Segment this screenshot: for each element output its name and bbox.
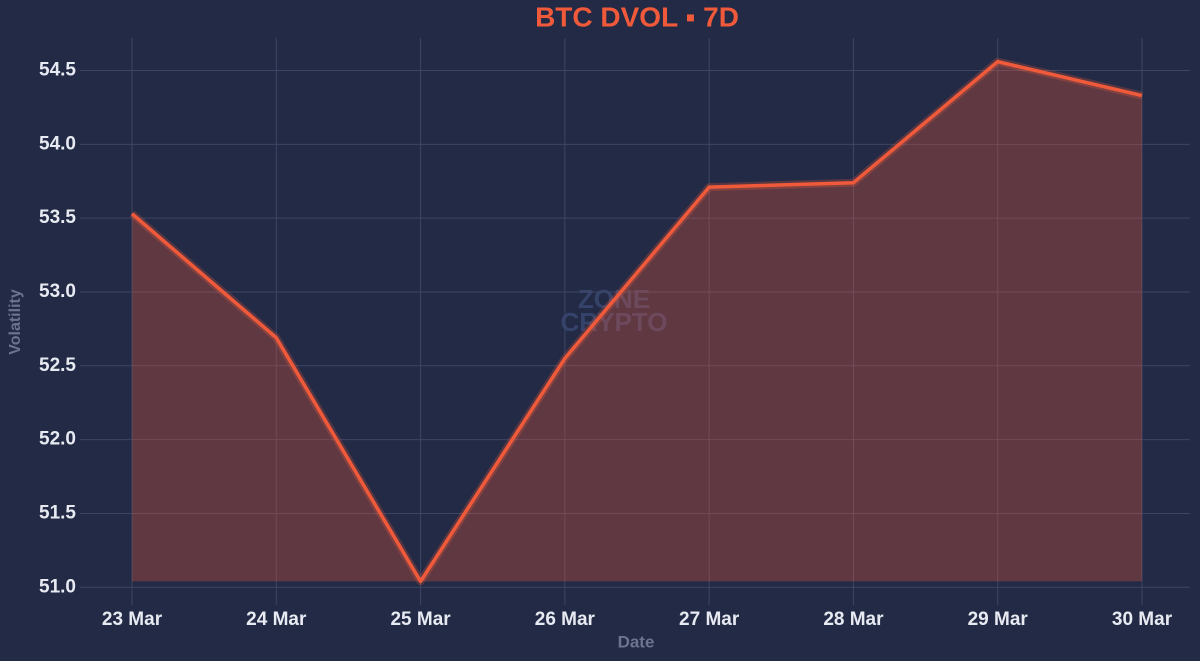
x-tick-label: 27 Mar — [679, 609, 740, 630]
y-axis-label: Volatility — [7, 289, 24, 355]
chart-title: BTC DVOL ▪ 7D — [535, 1, 739, 32]
y-tick-label: 54.5 — [39, 60, 76, 81]
y-tick-label: 51.0 — [39, 576, 76, 597]
y-tick-label: 53.5 — [39, 207, 76, 228]
x-tick-label: 26 Mar — [535, 609, 596, 630]
y-tick-label: 53.0 — [39, 281, 76, 302]
x-tick-label: 23 Mar — [102, 609, 163, 630]
y-tick-label: 52.0 — [39, 429, 76, 450]
x-axis-label: Date — [618, 632, 655, 651]
watermark: CRYPTO — [561, 307, 668, 337]
x-tick-label: 30 Mar — [1112, 609, 1173, 630]
line — [130, 59, 1143, 584]
x-tick-label: 24 Mar — [246, 609, 307, 630]
y-tick-label: 51.5 — [39, 502, 76, 523]
area — [132, 61, 1142, 582]
plot: 51.0 51.5 52.0 52.5 53.0 53.5 54.0 54.5 23 Mar 24… — [39, 38, 1190, 630]
x-tick-label: 25 Mar — [390, 609, 451, 630]
x-tick-label: 29 Mar — [968, 609, 1029, 630]
y-tick-label: 52.5 — [39, 355, 76, 376]
y-tick-label: 54.0 — [39, 133, 76, 154]
x-tick-label: 28 Mar — [823, 609, 884, 630]
